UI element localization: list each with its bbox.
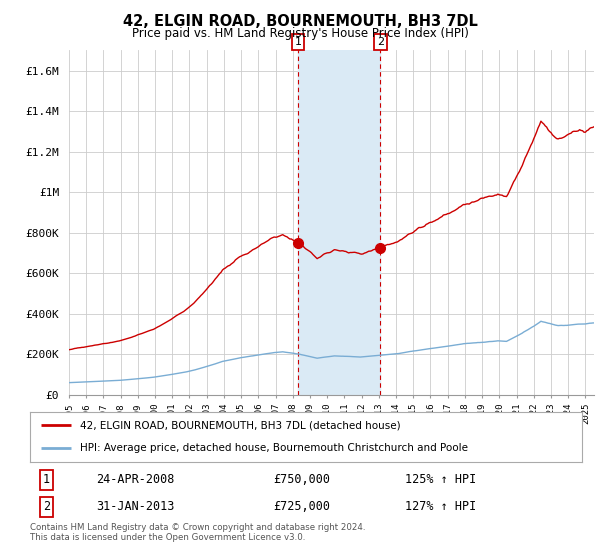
Text: 42, ELGIN ROAD, BOURNEMOUTH, BH3 7DL (detached house): 42, ELGIN ROAD, BOURNEMOUTH, BH3 7DL (de… <box>80 420 400 430</box>
Text: Contains HM Land Registry data © Crown copyright and database right 2024.
This d: Contains HM Land Registry data © Crown c… <box>30 522 365 542</box>
Text: 24-APR-2008: 24-APR-2008 <box>96 473 175 487</box>
Text: 125% ↑ HPI: 125% ↑ HPI <box>406 473 476 487</box>
Text: 31-JAN-2013: 31-JAN-2013 <box>96 500 175 514</box>
Text: 2: 2 <box>377 37 384 47</box>
Bar <box>298 50 380 395</box>
Text: 127% ↑ HPI: 127% ↑ HPI <box>406 500 476 514</box>
Text: HPI: Average price, detached house, Bournemouth Christchurch and Poole: HPI: Average price, detached house, Bour… <box>80 444 467 454</box>
Text: 1: 1 <box>43 473 50 487</box>
Text: Price paid vs. HM Land Registry's House Price Index (HPI): Price paid vs. HM Land Registry's House … <box>131 27 469 40</box>
Text: 1: 1 <box>295 37 302 47</box>
Text: 42, ELGIN ROAD, BOURNEMOUTH, BH3 7DL: 42, ELGIN ROAD, BOURNEMOUTH, BH3 7DL <box>122 14 478 29</box>
Text: £725,000: £725,000 <box>273 500 330 514</box>
Text: 2: 2 <box>43 500 50 514</box>
Text: £750,000: £750,000 <box>273 473 330 487</box>
